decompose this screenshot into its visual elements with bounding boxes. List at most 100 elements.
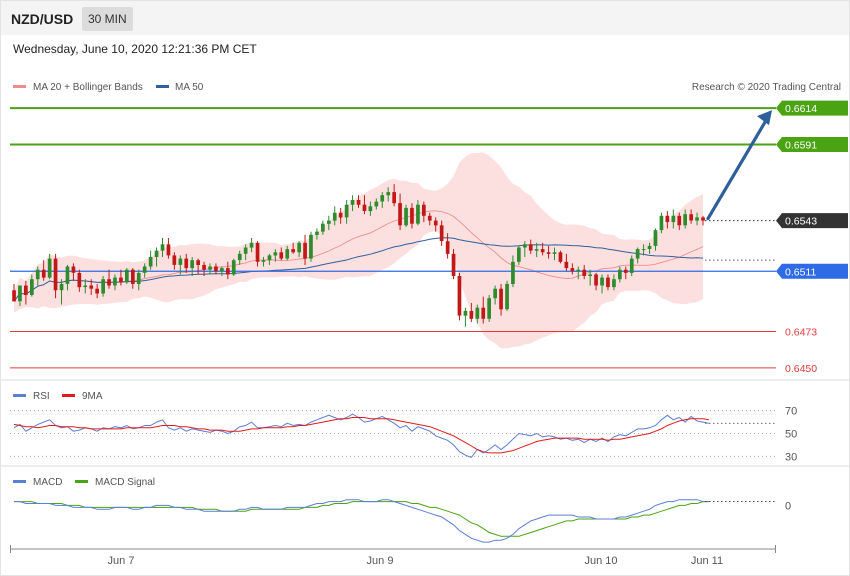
macd-signal-legend-swatch — [75, 480, 88, 483]
candle-body — [612, 279, 616, 288]
candle-body — [267, 255, 272, 261]
x-tick-label: Jun 10 — [584, 555, 617, 567]
candle-body — [552, 252, 557, 254]
last-label-tag — [776, 213, 848, 229]
rsi-line — [13, 413, 709, 458]
rsi-legend: RSI 9MA — [13, 391, 103, 402]
candle-body — [350, 200, 355, 205]
candle-body — [148, 257, 153, 267]
ma50-line — [13, 237, 704, 302]
timeframe-button[interactable]: 30 MIN — [82, 7, 133, 31]
symbol-title: NZD/USD — [11, 11, 74, 27]
candle-body — [582, 269, 587, 276]
candle-body — [570, 268, 575, 272]
pivot-label-tag — [776, 263, 848, 279]
candle-body — [362, 204, 367, 211]
candle-body — [53, 258, 58, 291]
bollinger-legend-label: MA 20 + Bollinger Bands — [33, 82, 143, 93]
candle-body — [540, 249, 545, 253]
x-axis: Jun 7 Jun 9 Jun 10 Jun 11 — [10, 545, 776, 567]
candle-body — [398, 203, 402, 226]
candle-body — [338, 212, 343, 218]
candle-body — [77, 272, 82, 288]
candle-body — [558, 252, 563, 262]
candle-body — [665, 215, 670, 223]
candle-body — [131, 269, 135, 284]
candle-body — [475, 307, 480, 319]
rsi-legend-swatch — [13, 394, 26, 397]
candle-body — [659, 215, 664, 231]
candle-body — [24, 285, 28, 295]
candle-body — [534, 249, 539, 251]
candle-body — [653, 230, 658, 246]
macd-signal-legend-label: MACD Signal — [95, 477, 155, 488]
bollinger-band-area — [14, 152, 703, 349]
last-label: 0.6543 — [785, 216, 817, 228]
candle-body — [564, 261, 569, 269]
candle-body — [35, 269, 40, 280]
candle-body — [59, 283, 64, 291]
candle-body — [47, 258, 52, 278]
rsi-tick-label: 30 — [785, 451, 797, 463]
candle-body — [689, 214, 693, 221]
candle-body — [95, 288, 99, 294]
chart-datetime: Wednesday, June 10, 2020 12:21:36 PM CET — [13, 42, 257, 56]
candle-body — [190, 260, 194, 269]
candle-body — [12, 290, 16, 302]
candle-body — [154, 250, 159, 257]
ma50-legend-swatch — [156, 85, 169, 88]
rsi-ma-line — [13, 417, 709, 454]
candle-body — [178, 258, 183, 265]
candle-body — [303, 242, 307, 259]
candle-body — [119, 277, 123, 283]
candle-body — [83, 285, 88, 288]
support-label: 0.6450 — [785, 363, 817, 375]
candle-body — [184, 258, 189, 269]
macd-line — [14, 499, 709, 543]
candle-body — [374, 201, 379, 207]
candle-body — [523, 244, 527, 248]
candle-body — [427, 215, 432, 221]
candle-body — [493, 288, 497, 299]
candle-body — [576, 269, 581, 272]
candle-body — [107, 279, 111, 286]
candle-body — [517, 247, 521, 262]
candle-body — [237, 253, 242, 261]
macd-panel: 0 — [14, 499, 791, 543]
candle-body — [273, 252, 278, 256]
chart-header: NZD/USD 30 MIN — [1, 1, 849, 35]
candle-body — [505, 283, 509, 310]
candle-body — [618, 269, 622, 280]
candle-body — [65, 266, 70, 284]
candle-body — [683, 214, 687, 226]
candle-body — [451, 253, 456, 276]
candle-body — [487, 298, 491, 319]
candle-body — [166, 244, 171, 256]
candle-body — [279, 252, 284, 259]
candle-body — [101, 279, 105, 294]
candle-body — [623, 269, 628, 273]
candle-body — [695, 217, 699, 221]
candle-body — [433, 220, 438, 226]
candle-body — [439, 225, 444, 242]
candle-body — [404, 207, 408, 226]
candle-body — [327, 220, 331, 224]
rsi-legend-label: RSI — [33, 391, 50, 402]
candle-body — [422, 204, 426, 216]
candle-body — [125, 269, 129, 283]
macd-legend-swatch — [13, 480, 26, 483]
candle-body — [528, 244, 533, 251]
candle-body — [202, 264, 206, 270]
candle-body — [386, 192, 391, 196]
rsi-panel: 70 50 30 — [10, 406, 797, 463]
candle-body — [208, 266, 212, 270]
candle-body — [142, 266, 147, 273]
candle-body — [231, 260, 236, 275]
candle-body — [463, 310, 468, 316]
candle-body — [297, 242, 301, 253]
candle-body — [481, 307, 486, 319]
rsi-tick-label: 70 — [785, 406, 797, 418]
candle-body — [255, 242, 260, 262]
x-tick-label: Jun 9 — [367, 555, 394, 567]
